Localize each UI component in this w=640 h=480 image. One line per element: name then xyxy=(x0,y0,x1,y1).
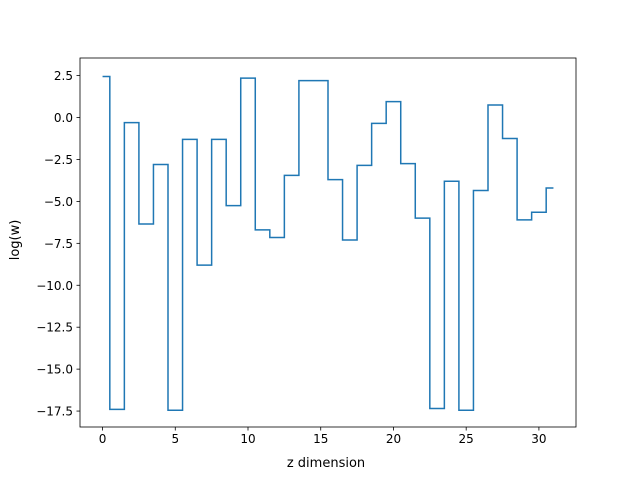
x-tick-label: 30 xyxy=(531,432,546,446)
x-tick-label: 0 xyxy=(99,432,107,446)
plot-area xyxy=(102,75,554,411)
x-tick-label: 25 xyxy=(459,432,474,446)
y-tick-label: −12.5 xyxy=(36,321,73,335)
axes: 0 5 10 15 20 25 30 2.5 0.0 −2.5 −5.0 −7.5 −10.0 −12.5… xyxy=(36,57,577,446)
y-tick-label: −17.5 xyxy=(36,405,73,419)
y-tick-label: 2.5 xyxy=(54,69,73,83)
series-line-0 xyxy=(102,75,554,411)
x-tick-label: 10 xyxy=(240,432,255,446)
y-tick-label: −7.5 xyxy=(44,237,73,251)
y-axis-label: log(w) xyxy=(8,220,23,261)
x-tick-label: 20 xyxy=(386,432,401,446)
x-tick-label: 15 xyxy=(313,432,328,446)
y-tick-label: −2.5 xyxy=(44,153,73,167)
x-axis-label: z dimension xyxy=(287,456,365,471)
y-tick-label: −5.0 xyxy=(44,195,73,209)
axes-frame xyxy=(79,57,577,428)
x-tick-label: 5 xyxy=(171,432,179,446)
y-tick-label: −10.0 xyxy=(36,279,73,293)
y-tick-label: 0.0 xyxy=(54,111,73,125)
y-tick-label: −15.0 xyxy=(36,363,73,377)
